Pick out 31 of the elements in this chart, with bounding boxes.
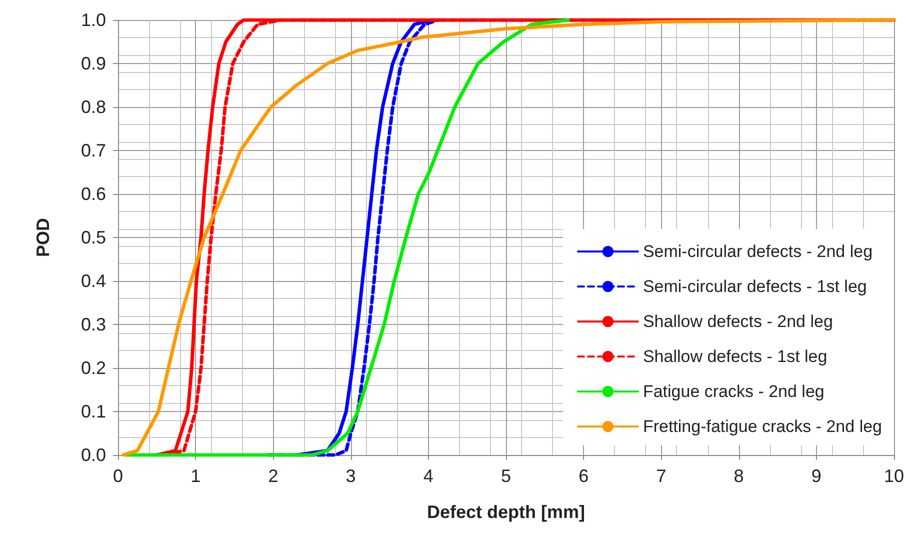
x-tick-label: 0 [112,466,124,486]
y-tick-label: 0.3 [80,314,106,334]
legend-label: Shallow defects - 1st leg [642,347,828,366]
y-tick-label: 0.8 [80,97,106,117]
legend-label: Fatigue cracks - 2nd leg [642,382,824,401]
x-tick-label: 5 [500,466,512,486]
x-tick-label: 8 [734,466,744,486]
x-axis-title: Defect depth [mm] [426,502,586,522]
y-tick-label: 1.0 [80,10,106,30]
y-axis-title: POD [33,218,53,258]
x-tick-label: 4 [423,466,434,486]
x-tick-label: 1 [190,466,201,486]
x-tick-label: 6 [578,466,589,486]
y-tick-label: 0.7 [80,140,106,160]
x-tick-label: 2 [268,466,278,486]
y-tick-label: 0.6 [80,184,106,204]
y-tick-label: 0.9 [80,54,106,74]
y-tick-label: 0.5 [80,228,106,248]
legend-label: Fretting-fatigue cracks - 2nd leg [642,417,882,436]
legend-label: Semi-circular defects - 1st leg [642,277,867,296]
y-tick-label: 0.0 [80,445,106,465]
y-tick-label: 0.2 [80,358,106,378]
x-tick-label: 10 [884,466,904,486]
x-tick-label: 3 [346,466,356,486]
y-tick-label: 0.4 [80,271,106,291]
x-tick-label: 9 [811,466,822,486]
legend-label: Shallow defects - 2nd leg [642,312,833,331]
legend-label: Semi-circular defects - 2nd leg [642,242,873,261]
x-tick-label: 7 [656,466,666,486]
line-series [124,18,570,457]
y-tick-label: 0.1 [80,402,106,422]
